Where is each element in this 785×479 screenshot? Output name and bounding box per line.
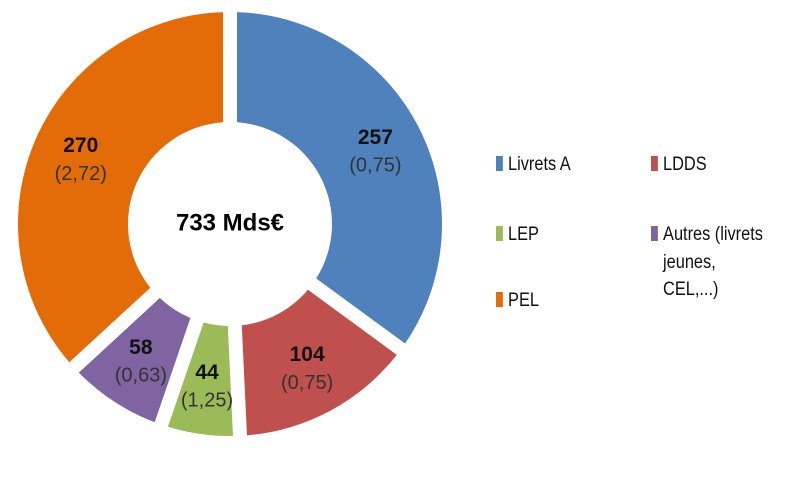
legend-item-ldds: LDDS	[651, 151, 707, 179]
legend-item-autres: Autres (livrets jeunes, CEL,...)	[651, 221, 766, 304]
legend-swatch-livrets-a	[496, 156, 503, 171]
slice-rate-autres-livrets-jeunes-cel: (0,63)	[115, 365, 167, 387]
donut-chart: 257 (0,75) 104 (0,75) 44 (1,25) 58 (0,63) 270 (2,…	[17, 12, 442, 436]
legend-label-lep: LEP	[508, 224, 539, 245]
legend-swatch-ldds	[651, 156, 658, 171]
slice-value-livrets-a: 257	[358, 126, 393, 149]
slice-rate-lep: (1,25)	[181, 390, 233, 412]
donut-slice-livrets-a	[236, 12, 442, 344]
legend-swatch-pel	[496, 292, 503, 307]
legend-label-pel: PEL	[508, 290, 539, 311]
slice-rate-ldds: (0,75)	[281, 372, 333, 394]
center-total-label: 733 Mds€	[176, 209, 284, 236]
legend-label-ldds: LDDS	[663, 154, 707, 175]
legend-swatch-autres	[651, 226, 658, 241]
slice-value-lep: 44	[195, 361, 219, 384]
legend-item-livrets-a: Livrets A	[496, 151, 571, 179]
legend-item-pel: PEL	[496, 287, 539, 315]
slice-value-autres-livrets-jeunes-cel: 58	[129, 336, 153, 359]
slice-value-ldds: 104	[290, 343, 325, 366]
donut-slice-autres-livrets-jeunes-cel	[78, 298, 191, 423]
legend-label-livrets-a: Livrets A	[508, 154, 571, 175]
donut-slices	[17, 12, 442, 436]
slice-rate-pel: (2,72)	[55, 163, 107, 185]
slice-rate-livrets-a: (0,75)	[349, 155, 401, 177]
legend-label-autres: Autres (livrets jeunes, CEL,...)	[663, 224, 763, 301]
donut-slice-ldds	[241, 289, 397, 436]
donut-slice-pel	[17, 12, 224, 363]
donut-slice-lep	[167, 322, 233, 436]
slice-value-pel: 270	[63, 134, 98, 157]
legend-swatch-lep	[496, 226, 503, 241]
legend-item-lep: LEP	[496, 221, 539, 249]
slice-labels: 257 (0,75) 104 (0,75) 44 (1,25) 58 (0,63) 270 (2,…	[55, 126, 402, 412]
